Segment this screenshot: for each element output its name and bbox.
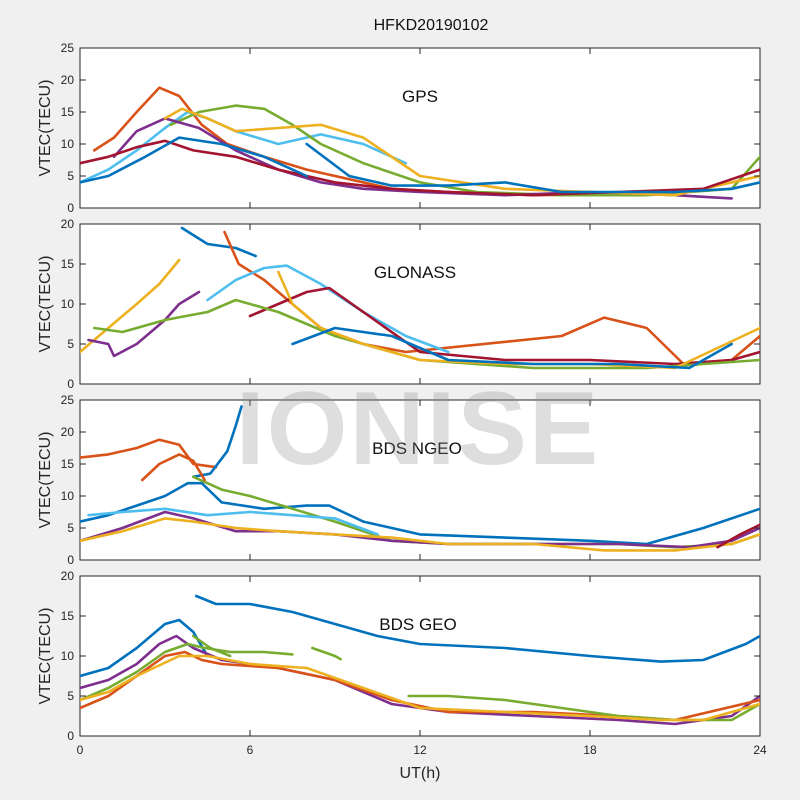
series-group xyxy=(80,226,760,370)
panel-label: BDS NGEO xyxy=(372,439,462,458)
axes-frame xyxy=(79,47,761,209)
series-line xyxy=(305,142,760,194)
series-line xyxy=(80,517,760,552)
series-line xyxy=(310,646,343,661)
y-tick-label: 15 xyxy=(61,257,75,271)
y-tick-label: 15 xyxy=(61,609,75,623)
panel-bds-ngeo: 0 5 10 15 20 25 VTEC(TECU) BDS NGEO xyxy=(37,393,761,567)
series-line xyxy=(192,634,232,658)
y-axis-title: VTEC(TECU) xyxy=(37,256,54,353)
watermark: IONISE xyxy=(236,371,601,487)
y-tick-label: 5 xyxy=(67,689,74,703)
x-tick-label: 0 xyxy=(77,743,84,757)
series-line xyxy=(80,136,309,184)
y-tick-label: 10 xyxy=(61,137,75,151)
y-tick-label: 5 xyxy=(67,337,74,351)
panel-label: GPS xyxy=(402,87,438,106)
series-line xyxy=(80,654,760,722)
y-tick-label: 15 xyxy=(61,105,75,119)
series-line xyxy=(206,264,450,354)
y-tick-label: 20 xyxy=(61,217,75,231)
series-line xyxy=(716,523,760,549)
y-tick-label: 20 xyxy=(61,425,75,439)
y-tick-label: 10 xyxy=(61,649,75,663)
x-tick-label: 24 xyxy=(753,743,767,757)
series-line xyxy=(80,618,209,678)
x-axis-title: UT(h) xyxy=(400,765,441,782)
y-tick-label: 10 xyxy=(61,297,75,311)
y-tick-label: 20 xyxy=(61,569,75,583)
series-line xyxy=(194,594,760,663)
series-line xyxy=(291,326,734,370)
y-tick-label: 20 xyxy=(61,73,75,87)
x-tick-label: 12 xyxy=(413,743,427,757)
y-axis-title: VTEC(TECU) xyxy=(37,80,54,177)
y-tick-label: 0 xyxy=(67,553,74,567)
series-group xyxy=(80,405,760,552)
x-tick-label: 6 xyxy=(247,743,254,757)
series-line xyxy=(92,298,760,370)
y-axis-title: VTEC(TECU) xyxy=(37,432,54,529)
series-group xyxy=(80,86,760,200)
series-line xyxy=(80,650,760,722)
axes-frame xyxy=(79,223,761,385)
series-line xyxy=(192,405,243,479)
figure-title: HFKD20190102 xyxy=(374,17,489,34)
panel-glonass: 0 5 10 15 20 VTEC(TECU) GLONASS xyxy=(37,217,761,391)
series-line xyxy=(180,226,257,258)
series-line xyxy=(80,481,760,546)
series-line xyxy=(80,510,760,549)
series-line xyxy=(80,642,294,702)
panel-label: BDS GEO xyxy=(379,615,456,634)
series-line xyxy=(248,286,760,366)
panel-label: GLONASS xyxy=(374,263,456,282)
y-tick-label: 0 xyxy=(67,201,74,215)
y-tick-label: 25 xyxy=(61,41,75,55)
y-tick-label: 5 xyxy=(67,169,74,183)
series-line xyxy=(87,507,379,536)
series-line xyxy=(407,694,760,722)
panel-gps: 0 5 10 15 20 25 VTEC(TECU) GPS xyxy=(37,41,761,215)
series-line xyxy=(80,438,218,469)
y-tick-label: 5 xyxy=(67,521,74,535)
y-tick-label: 0 xyxy=(67,377,74,391)
y-tick-label: 0 xyxy=(67,729,74,743)
series-line xyxy=(141,453,206,482)
series-group xyxy=(80,594,760,726)
x-tick-label: 18 xyxy=(583,743,597,757)
y-axis-title: VTEC(TECU) xyxy=(37,608,54,705)
y-tick-label: 25 xyxy=(61,393,75,407)
panel-bds-geo: 0 5 10 15 20 0 6 12 18 24 VTEC(TECU) BDS GEO xyxy=(37,569,767,757)
series-line xyxy=(80,258,181,354)
series-line xyxy=(87,290,201,358)
y-tick-label: 15 xyxy=(61,457,75,471)
y-tick-label: 10 xyxy=(61,489,75,503)
panels: 0 5 10 15 20 25 VTEC(TECU) GPS 0 5 10 15 20 VTEC(TECU… xyxy=(37,41,767,757)
